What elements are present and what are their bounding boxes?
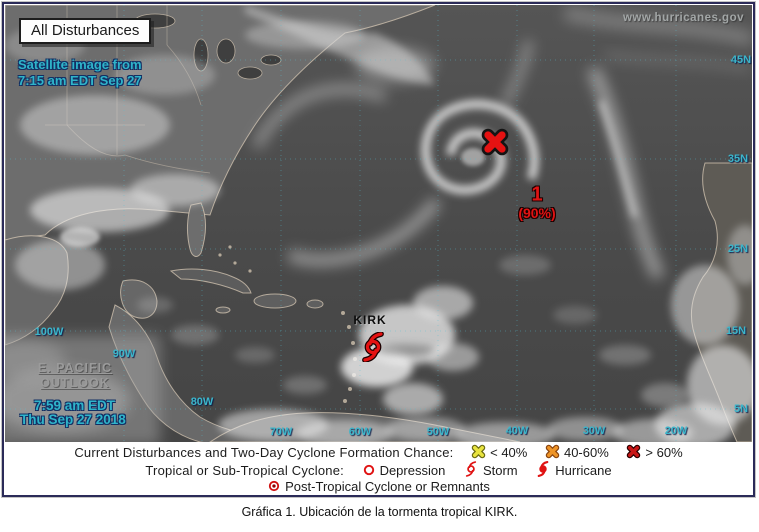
- hurricane-spiral-icon: [535, 461, 551, 477]
- longitude-label: 80W: [190, 396, 214, 408]
- depression-circle-icon: [362, 463, 376, 477]
- longitude-label: 70W: [269, 426, 293, 438]
- latitude-label: 15N: [725, 325, 747, 337]
- x-mark-red-icon: [626, 444, 641, 459]
- longitude-label: 60W: [348, 426, 372, 438]
- legend-medium-chance-label: 40-60%: [563, 445, 609, 460]
- latitude-label: 25N: [727, 243, 749, 255]
- satellite-map[interactable]: All Disturbances Satellite image from 7:…: [5, 5, 752, 442]
- disturbance-chance: (90%): [518, 205, 556, 221]
- east-pacific-outlook-line1: E. PACIFIC: [37, 361, 113, 375]
- longitude-label: 40W: [505, 425, 529, 437]
- post-tropical-circle-icon: [267, 479, 281, 493]
- satellite-image: [5, 5, 752, 442]
- storm-spiral-icon: [463, 461, 479, 477]
- map-timestamp-line2: Thu Sep 27 2018: [20, 412, 126, 427]
- satellite-timestamp: Satellite image from 7:15 am EDT Sep 27: [18, 57, 142, 89]
- tropical-storm-marker[interactable]: [358, 331, 388, 363]
- legend-cyclone-text: Tropical or Sub-Tropical Cyclone:: [145, 463, 344, 478]
- disturbance-number: 1: [531, 183, 543, 206]
- map-title-button[interactable]: All Disturbances: [19, 18, 152, 44]
- map-timestamp: 7:59 am EDT Thu Sep 27 2018: [20, 399, 126, 427]
- latitude-label: 45N: [730, 54, 752, 66]
- longitude-label: 50W: [426, 426, 450, 438]
- east-pacific-outlook-link[interactable]: E. PACIFIC OUTLOOK: [35, 361, 115, 391]
- map-timestamp-line1: 7:59 am EDT: [34, 398, 116, 413]
- east-pacific-outlook-line2: OUTLOOK: [40, 376, 110, 390]
- latitude-label: 5N: [733, 403, 749, 415]
- satellite-timestamp-line1: Satellite image from: [18, 57, 142, 72]
- legend-row-cyclone: Tropical or Sub-Tropical Cyclone: Depres…: [5, 461, 752, 479]
- longitude-label: 30W: [582, 425, 606, 437]
- disturbance-x-marker[interactable]: [481, 128, 509, 156]
- legend-row-post-tropical: Post-Tropical Cyclone or Remnants: [5, 479, 752, 495]
- x-mark-yellow-icon: [471, 444, 486, 459]
- legend-high-chance-label: > 60%: [645, 445, 683, 460]
- legend-row-formation: Current Disturbances and Two-Day Cyclone…: [5, 444, 752, 461]
- figure-caption: Gráfica 1. Ubicación de la tormenta trop…: [241, 505, 518, 519]
- x-mark-orange-icon: [545, 444, 560, 459]
- legend: Current Disturbances and Two-Day Cyclone…: [5, 442, 752, 494]
- tropical-storm-icon: [362, 331, 384, 363]
- red-x-icon: [481, 128, 509, 156]
- graphic-frame: All Disturbances Satellite image from 7:…: [2, 2, 755, 497]
- legend-hurricane-label: Hurricane: [555, 463, 612, 478]
- map-title-label: All Disturbances: [31, 22, 140, 39]
- latitude-label: 35N: [727, 153, 749, 165]
- longitude-label: 20W: [664, 425, 688, 437]
- legend-storm-label: Storm: [482, 463, 518, 478]
- legend-post-tropical-label: Post-Tropical Cyclone or Remnants: [285, 479, 490, 494]
- longitude-label: 100W: [34, 326, 64, 338]
- satellite-timestamp-line2: 7:15 am EDT Sep 27: [18, 73, 142, 88]
- legend-formation-text: Current Disturbances and Two-Day Cyclone…: [74, 445, 454, 460]
- legend-depression-label: Depression: [379, 463, 446, 478]
- website-watermark: www.hurricanes.gov: [622, 12, 744, 24]
- storm-name-label: KIRK: [353, 313, 387, 327]
- longitude-label: 90W: [112, 348, 136, 360]
- legend-low-chance-label: < 40%: [490, 445, 528, 460]
